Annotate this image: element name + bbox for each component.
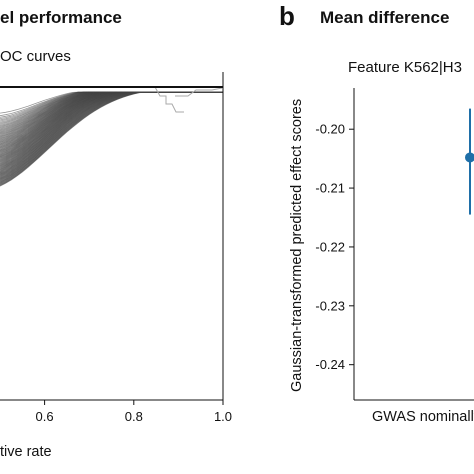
panel-a-xlabel: tive rate [0,444,52,460]
roc-curves [0,86,223,187]
panel-a-subtitle: OC curves [0,48,71,65]
mean-point [465,152,474,163]
panel-b-subtitle: Feature K562|H3 [348,59,462,76]
panel-b-points [465,108,474,215]
panel-a-x-tick-label: 0.6 [36,409,54,424]
roc-curve-light [175,87,223,97]
panel-a-x-tick-label: 0.8 [125,409,143,424]
panel-b-letter: b [279,1,295,31]
roc-curve-light [154,86,184,113]
panel-b-y-tick-label: -0.20 [315,122,345,137]
panel-b-y-tick-label: -0.22 [315,239,345,254]
panel-b-y-tick-label: -0.21 [315,181,345,196]
roc-curve [0,91,223,187]
panel-a-header: el performance [0,8,122,27]
panel-a-x-tick-label: 1.0 [214,409,232,424]
panel-b-y-tick-label: -0.23 [315,298,345,313]
panel-b-header: Mean difference [320,8,449,27]
panel-a-x-ticks: 0.6 0.8 1.0 [36,400,232,424]
panel-b-ylabel: Gaussian-transformed predicted effect sc… [289,99,305,392]
panel-b-y-tick-label: -0.24 [315,357,345,372]
panel-b-xlabel: GWAS nominally [372,409,474,425]
panel-b-y-ticks: -0.20 -0.21 -0.22 -0.23 -0.24 [315,122,354,372]
